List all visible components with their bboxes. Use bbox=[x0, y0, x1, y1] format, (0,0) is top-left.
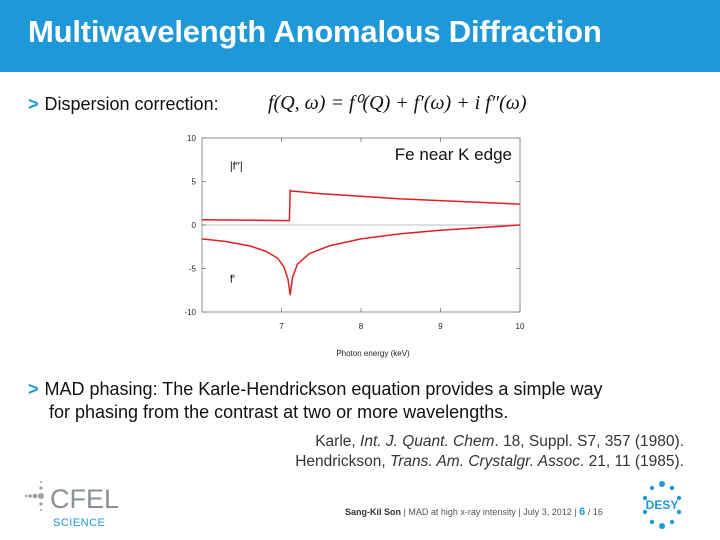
bullet-mad-line2: for phasing from the contrast at two or … bbox=[49, 402, 509, 422]
ref-journal: Trans. Am. Crystalgr. Assoc bbox=[389, 453, 581, 470]
bullet-mad-line1: MAD phasing: The Karle-Hendrickson equat… bbox=[44, 379, 603, 399]
y-tick-label: 5 bbox=[192, 178, 197, 187]
cfel-logo-subtext: SCIENCE bbox=[53, 517, 105, 529]
footer-date: July 3, 2012 bbox=[523, 507, 572, 517]
cfel-logo: CFEL SCIENCE bbox=[24, 481, 119, 529]
footer-author: Sang-Kil Son bbox=[345, 507, 401, 517]
ref-details: . 21, 11 (1985). bbox=[580, 453, 684, 470]
ref-details: . 18, Suppl. S7, 357 (1980). bbox=[494, 433, 684, 450]
bullet-dispersion-label: Dispersion correction: bbox=[44, 94, 219, 114]
reference-karle: Karle, Int. J. Quant. Chem. 18, Suppl. S… bbox=[295, 432, 684, 452]
y-tick-label: 0 bbox=[192, 221, 197, 230]
x-tick-label: 8 bbox=[359, 322, 364, 331]
footer-talk: MAD at high x-ray intensity bbox=[408, 507, 516, 517]
series-label-real: f′ bbox=[230, 273, 235, 285]
x-tick-label: 10 bbox=[516, 322, 525, 331]
footer: Sang-Kil Son | MAD at high x-ray intensi… bbox=[345, 506, 603, 518]
y-tick-label: -10 bbox=[184, 308, 196, 317]
footer-page-total: / 16 bbox=[587, 507, 603, 517]
series-line-2 bbox=[201, 224, 521, 296]
series-label-imag: |f′′| bbox=[230, 160, 243, 172]
dispersion-equation: f(Q, ω) = f⁰(Q) + f′(ω) + i f″(ω) bbox=[268, 92, 527, 114]
ref-journal: Int. J. Quant. Chem bbox=[360, 433, 495, 450]
chart-annotation: Fe near K edge bbox=[395, 145, 512, 164]
desy-logo-text: DESY bbox=[646, 498, 679, 512]
ref-author: Karle, bbox=[315, 433, 361, 450]
x-axis-label: Photon energy (keV) bbox=[336, 349, 410, 358]
x-tick-label: 9 bbox=[438, 322, 443, 331]
bullet-arrow-icon: > bbox=[28, 379, 39, 399]
reference-hendrickson: Hendrickson, Trans. Am. Crystalgr. Assoc… bbox=[295, 452, 684, 472]
slide-title: Multiwavelength Anomalous Diffraction bbox=[28, 14, 602, 49]
x-tick-label: 7 bbox=[279, 322, 284, 331]
y-tick-label: -5 bbox=[189, 265, 197, 274]
bullet-mad: > MAD phasing: The Karle-Hendrickson equa… bbox=[28, 378, 602, 424]
series-line-1 bbox=[201, 189, 521, 222]
footer-page-number: 6 bbox=[579, 506, 586, 518]
bullet-arrow-icon: > bbox=[28, 94, 39, 114]
y-tick-label: 10 bbox=[187, 134, 196, 143]
dispersion-chart: 10 5 0 -5 -10 7 8 9 10 Photon energy (keV) Fe near… bbox=[184, 134, 525, 358]
bullet-dispersion: > Dispersion correction: bbox=[28, 94, 219, 115]
title-bar: Multiwavelength Anomalous Diffraction bbox=[0, 0, 720, 72]
ref-author: Hendrickson, bbox=[295, 453, 390, 470]
cfel-logo-text: CFEL bbox=[50, 484, 119, 514]
desy-logo: DESY bbox=[642, 481, 682, 529]
references: Karle, Int. J. Quant. Chem. 18, Suppl. S… bbox=[295, 432, 684, 472]
